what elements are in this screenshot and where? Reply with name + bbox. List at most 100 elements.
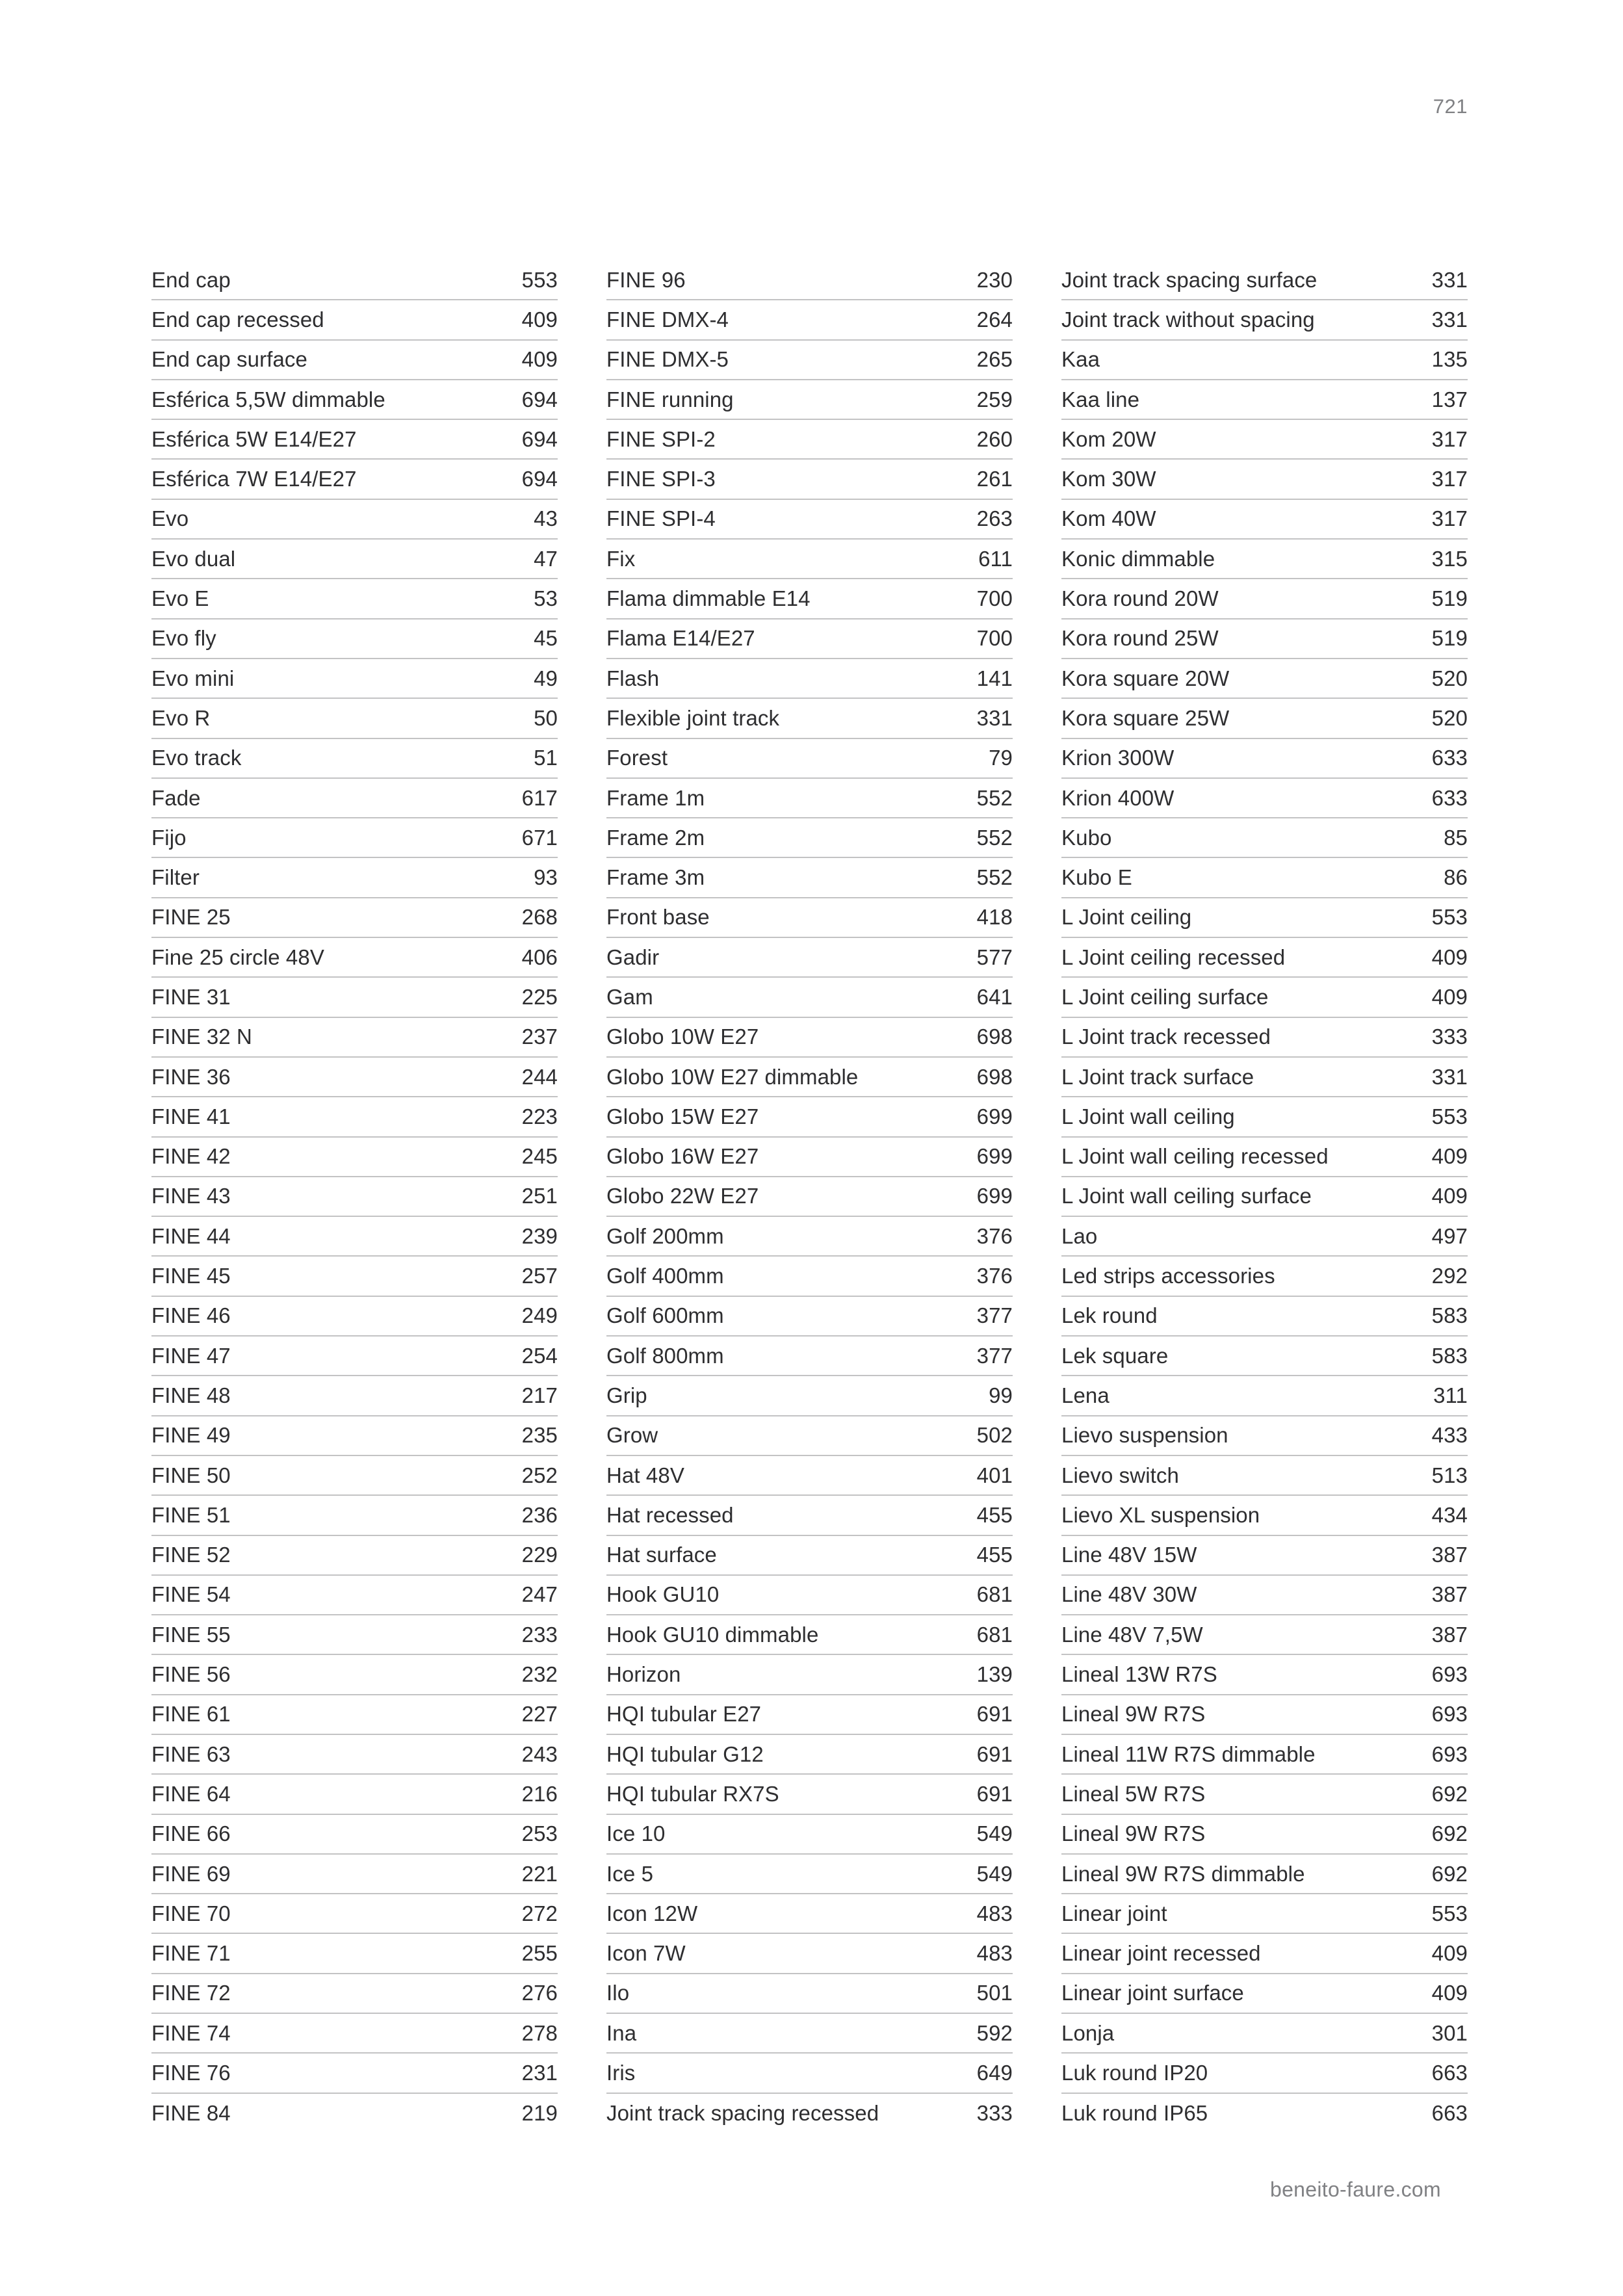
index-row: Linear joint recessed 409 bbox=[1061, 1934, 1468, 1974]
entry-label: Globo 15W E27 bbox=[606, 1104, 759, 1128]
entry-label: FINE 74 bbox=[151, 2020, 231, 2045]
entry-label: FINE 42 bbox=[151, 1144, 231, 1169]
entry-page-number: 663 bbox=[1431, 2101, 1468, 2126]
entry-label: Kora square 25W bbox=[1061, 705, 1230, 730]
entry-label: Evo bbox=[151, 506, 189, 531]
index-row: Lievo XL suspension 434 bbox=[1061, 1496, 1468, 1536]
entry-label: FINE 46 bbox=[151, 1303, 231, 1328]
entry-label: FINE 44 bbox=[151, 1223, 231, 1248]
index-row: Line 48V 7,5W 387 bbox=[1061, 1615, 1468, 1656]
entry-label: Lek square bbox=[1061, 1343, 1169, 1368]
entry-label: Lievo suspension bbox=[1061, 1423, 1228, 1448]
index-row: Joint track spacing recessed 333 bbox=[606, 2094, 1013, 2133]
entry-page-number: 455 bbox=[976, 1543, 1013, 1567]
index-row: FINE 63 243 bbox=[151, 1735, 558, 1775]
index-row: Joint track spacing surface 331 bbox=[1061, 261, 1468, 301]
entry-page-number: 409 bbox=[1431, 1941, 1468, 1966]
entry-label: FINE 32 N bbox=[151, 1024, 252, 1049]
entry-page-number: 671 bbox=[521, 825, 558, 850]
index-row: Globo 10W E27 698 bbox=[606, 1018, 1013, 1058]
entry-page-number: 455 bbox=[976, 1502, 1013, 1527]
entry-label: FINE 61 bbox=[151, 1702, 231, 1727]
entry-page-number: 409 bbox=[1431, 1144, 1468, 1169]
index-row: FINE 36 244 bbox=[151, 1058, 558, 1098]
entry-label: Esférica 5W E14/E27 bbox=[151, 426, 357, 451]
index-row: FINE 51 236 bbox=[151, 1496, 558, 1536]
entry-label: Gadir bbox=[606, 945, 660, 969]
index-row: Hook GU10 681 bbox=[606, 1576, 1013, 1616]
index-row: Globo 15W E27 699 bbox=[606, 1097, 1013, 1138]
entry-page-number: 268 bbox=[521, 905, 558, 930]
index-row: Golf 600mm 377 bbox=[606, 1297, 1013, 1337]
entry-label: L Joint wall ceiling recessed bbox=[1061, 1144, 1329, 1169]
index-row: L Joint track surface 331 bbox=[1061, 1058, 1468, 1098]
entry-label: Lineal 9W R7S bbox=[1061, 1702, 1206, 1727]
website-url: beneito-faure.com bbox=[1269, 2178, 1441, 2201]
index-row: Golf 200mm 376 bbox=[606, 1217, 1013, 1257]
index-row: Fix 611 bbox=[606, 540, 1013, 580]
entry-label: Hat surface bbox=[606, 1543, 717, 1567]
entry-page-number: 232 bbox=[521, 1662, 558, 1687]
entry-label: Ina bbox=[606, 2020, 637, 2045]
entry-page-number: 261 bbox=[976, 467, 1013, 491]
entry-label: FINE SPI-3 bbox=[606, 467, 716, 491]
entry-page-number: 317 bbox=[1431, 467, 1468, 491]
entry-label: Joint track spacing surface bbox=[1061, 267, 1318, 292]
entry-label: FINE SPI-4 bbox=[606, 506, 716, 531]
entry-label: Icon 12W bbox=[606, 1901, 698, 1925]
page-number: 721 bbox=[1433, 95, 1468, 118]
entry-label: Gam bbox=[606, 984, 653, 1009]
index-row: Lineal 5W R7S 692 bbox=[1061, 1775, 1468, 1815]
entry-page-number: 85 bbox=[1444, 825, 1468, 850]
entry-page-number: 49 bbox=[534, 666, 558, 690]
entry-page-number: 141 bbox=[976, 666, 1013, 690]
entry-label: Line 48V 15W bbox=[1061, 1543, 1197, 1567]
entry-label: Luk round IP65 bbox=[1061, 2101, 1208, 2126]
entry-label: End cap recessed bbox=[151, 307, 324, 332]
index-row: Lineal 9W R7S dimmable 692 bbox=[1061, 1855, 1468, 1895]
entry-label: FINE running bbox=[606, 387, 734, 411]
index-row: Front base 418 bbox=[606, 898, 1013, 939]
entry-label: Lievo XL suspension bbox=[1061, 1502, 1260, 1527]
entry-label: Golf 600mm bbox=[606, 1303, 724, 1328]
entry-page-number: 692 bbox=[1431, 1821, 1468, 1846]
index-row: Kom 40W 317 bbox=[1061, 500, 1468, 540]
entry-label: Horizon bbox=[606, 1662, 681, 1687]
entry-label: Luk round IP20 bbox=[1061, 2061, 1208, 2085]
index-row: Globo 10W E27 dimmable 698 bbox=[606, 1058, 1013, 1098]
index-row: Evo R 50 bbox=[151, 699, 558, 739]
entry-label: Fijo bbox=[151, 825, 187, 850]
entry-page-number: 219 bbox=[521, 2101, 558, 2126]
entry-page-number: 227 bbox=[521, 1702, 558, 1727]
entry-page-number: 264 bbox=[976, 307, 1013, 332]
entry-label: Fix bbox=[606, 546, 636, 571]
entry-label: Golf 400mm bbox=[606, 1264, 724, 1288]
index-row: Gam 641 bbox=[606, 978, 1013, 1018]
entry-label: FINE 43 bbox=[151, 1184, 231, 1208]
entry-page-number: 53 bbox=[534, 586, 558, 611]
entry-page-number: 549 bbox=[976, 1861, 1013, 1886]
index-row: Evo mini 49 bbox=[151, 659, 558, 699]
entry-page-number: 247 bbox=[521, 1582, 558, 1607]
index-row: FINE 71 255 bbox=[151, 1934, 558, 1974]
entry-page-number: 433 bbox=[1431, 1423, 1468, 1448]
index-row: FINE SPI-3 261 bbox=[606, 460, 1013, 500]
entry-label: Line 48V 7,5W bbox=[1061, 1622, 1203, 1647]
index-row: Linear joint surface 409 bbox=[1061, 1974, 1468, 2015]
entry-label: Esférica 5,5W dimmable bbox=[151, 387, 385, 411]
index-row: Lineal 9W R7S 693 bbox=[1061, 1695, 1468, 1735]
entry-page-number: 519 bbox=[1431, 626, 1468, 651]
entry-label: Flama E14/E27 bbox=[606, 626, 755, 651]
index-row: FINE 84 219 bbox=[151, 2094, 558, 2133]
entry-label: Lineal 9W R7S dimmable bbox=[1061, 1861, 1305, 1886]
index-row: FINE 70 272 bbox=[151, 1894, 558, 1935]
entry-label: Kom 20W bbox=[1061, 426, 1156, 451]
index-row: FINE 46 249 bbox=[151, 1297, 558, 1337]
entry-label: Lek round bbox=[1061, 1303, 1158, 1328]
entry-page-number: 552 bbox=[976, 865, 1013, 890]
index-row: Hat surface 455 bbox=[606, 1536, 1013, 1576]
index-row: Kora square 20W 520 bbox=[1061, 659, 1468, 699]
entry-page-number: 331 bbox=[976, 705, 1013, 730]
index-row: Hook GU10 dimmable 681 bbox=[606, 1615, 1013, 1656]
index-row: Fijo 671 bbox=[151, 818, 558, 859]
